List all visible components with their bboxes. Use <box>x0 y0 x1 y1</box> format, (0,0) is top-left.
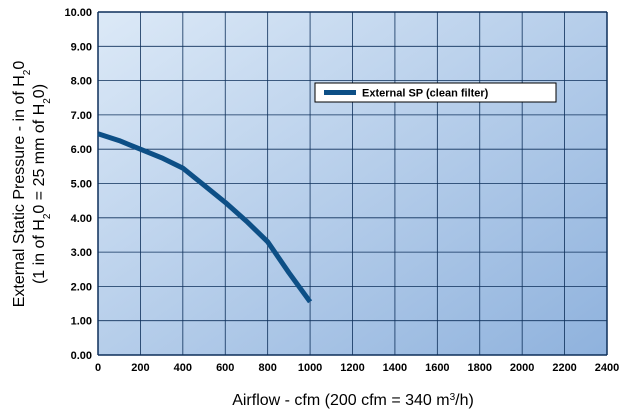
x-tick-label: 2000 <box>510 362 534 374</box>
grid-lines <box>97 11 608 356</box>
y-tick-label: 10.00 <box>64 7 92 19</box>
x-tick-label: 400 <box>174 362 192 374</box>
series-line <box>97 131 313 304</box>
x-tick-label: 0 <box>95 362 101 374</box>
y-tick-label: 4.00 <box>71 213 92 225</box>
x-tick-label: 1600 <box>425 362 449 374</box>
x-axis-title: Airflow - cfm (200 cfm = 340 m3/h) <box>232 392 474 410</box>
y-tick-label: 0.00 <box>71 350 92 362</box>
x-tick-label: 1200 <box>340 362 364 374</box>
y-axis-title-line1: External Static Pressure - in of H20 <box>11 61 33 308</box>
y-tick-label: 5.00 <box>71 179 92 191</box>
y-tick-label: 1.00 <box>71 316 92 328</box>
x-tick-label: 1400 <box>383 362 407 374</box>
x-tick-label: 1800 <box>468 362 492 374</box>
x-tick-label: 800 <box>258 362 276 374</box>
y-tick-labels: 0.00 1.00 2.00 3.00 4.00 5.00 6.00 7.00 8.00 9.00… <box>64 7 92 362</box>
y-axis-title-line2: (1 in of H20 = 25 mm of H20) <box>31 84 53 284</box>
legend: External SP (clean filter) <box>314 82 557 103</box>
y-tick-label: 2.00 <box>71 281 92 293</box>
x-tick-label: 2200 <box>552 362 576 374</box>
x-tick-label: 1000 <box>298 362 322 374</box>
y-tick-label: 9.00 <box>71 41 92 53</box>
series-lines <box>97 131 313 304</box>
y-tick-label: 3.00 <box>71 247 92 259</box>
y-tick-label: 7.00 <box>71 110 92 122</box>
legend-box <box>314 82 557 103</box>
x-tick-label: 600 <box>216 362 234 374</box>
y-tick-label: 8.00 <box>71 76 92 88</box>
x-tick-label: 200 <box>131 362 149 374</box>
y-tick-label: 6.00 <box>71 144 92 156</box>
x-tick-labels: 0 200 400 600 800 1000 1200 1400 1600 1800 2000 220… <box>95 362 619 374</box>
x-tick-label: 2400 <box>595 362 619 374</box>
legend-label: External SP (clean filter) <box>362 88 489 100</box>
